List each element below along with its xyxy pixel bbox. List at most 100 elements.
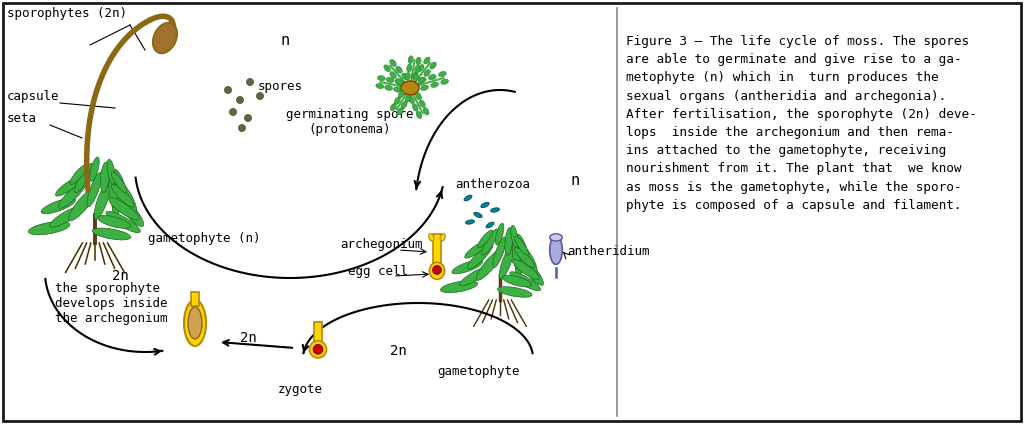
Ellipse shape (109, 175, 118, 208)
Ellipse shape (490, 208, 500, 212)
Ellipse shape (493, 237, 506, 268)
Ellipse shape (397, 108, 403, 115)
Ellipse shape (58, 180, 87, 209)
Ellipse shape (94, 182, 111, 219)
Ellipse shape (498, 287, 532, 297)
Ellipse shape (394, 97, 400, 104)
Text: 2n: 2n (240, 331, 257, 345)
Text: sporophytes (2n): sporophytes (2n) (7, 7, 127, 20)
Bar (191, 292, 199, 306)
Ellipse shape (440, 234, 445, 241)
Ellipse shape (474, 212, 482, 218)
Ellipse shape (477, 230, 493, 248)
Text: egg cell: egg cell (348, 265, 408, 278)
Ellipse shape (55, 177, 81, 196)
Ellipse shape (413, 103, 418, 111)
Ellipse shape (421, 85, 428, 90)
Circle shape (224, 86, 231, 94)
Ellipse shape (70, 165, 87, 184)
Ellipse shape (396, 78, 402, 85)
Ellipse shape (390, 59, 396, 66)
Ellipse shape (378, 75, 385, 81)
Ellipse shape (416, 111, 422, 119)
Ellipse shape (117, 181, 136, 212)
Ellipse shape (420, 100, 425, 108)
Ellipse shape (69, 186, 98, 221)
Ellipse shape (418, 77, 424, 84)
Ellipse shape (418, 64, 424, 72)
Ellipse shape (398, 91, 404, 98)
Ellipse shape (516, 234, 528, 260)
Ellipse shape (112, 184, 134, 207)
Ellipse shape (486, 222, 494, 228)
Ellipse shape (416, 57, 421, 65)
Ellipse shape (415, 65, 420, 73)
Ellipse shape (97, 215, 130, 228)
Ellipse shape (481, 202, 489, 208)
Ellipse shape (482, 229, 498, 255)
Text: n: n (281, 33, 290, 48)
Ellipse shape (423, 108, 429, 115)
Ellipse shape (512, 239, 520, 269)
Ellipse shape (412, 72, 418, 79)
Circle shape (229, 109, 237, 115)
Circle shape (239, 125, 246, 131)
Ellipse shape (406, 73, 411, 80)
Bar (314, 322, 322, 355)
Ellipse shape (550, 234, 562, 241)
Ellipse shape (401, 73, 409, 80)
Ellipse shape (503, 275, 531, 287)
Text: archegonium: archegonium (340, 238, 423, 251)
Ellipse shape (466, 220, 474, 224)
Ellipse shape (395, 79, 403, 84)
Ellipse shape (401, 101, 408, 109)
Ellipse shape (452, 260, 482, 274)
Ellipse shape (424, 57, 430, 64)
Ellipse shape (429, 262, 444, 279)
Ellipse shape (376, 84, 384, 89)
Ellipse shape (87, 172, 101, 206)
Ellipse shape (50, 206, 84, 227)
Ellipse shape (505, 228, 513, 255)
Text: gametophyte (n): gametophyte (n) (148, 232, 260, 245)
Ellipse shape (109, 198, 139, 220)
Ellipse shape (440, 79, 449, 84)
Text: the sporophyte
develops inside
the archegonium: the sporophyte develops inside the arche… (55, 282, 168, 325)
Ellipse shape (100, 162, 110, 192)
Ellipse shape (75, 163, 93, 193)
Ellipse shape (419, 78, 426, 83)
Ellipse shape (431, 82, 438, 87)
Ellipse shape (29, 222, 70, 235)
Text: zygote: zygote (278, 383, 323, 396)
Ellipse shape (401, 81, 419, 95)
Ellipse shape (514, 237, 528, 255)
Text: spores: spores (258, 80, 303, 93)
Circle shape (237, 97, 244, 103)
Ellipse shape (188, 307, 202, 339)
Ellipse shape (385, 85, 392, 90)
Text: germinating spore
(protonema): germinating spore (protonema) (287, 108, 414, 136)
Bar (433, 234, 440, 277)
Ellipse shape (476, 249, 503, 280)
Ellipse shape (465, 241, 487, 258)
Ellipse shape (390, 72, 396, 78)
Ellipse shape (116, 194, 143, 226)
Ellipse shape (428, 75, 436, 80)
Ellipse shape (429, 234, 434, 241)
Ellipse shape (511, 225, 518, 248)
Ellipse shape (409, 96, 415, 103)
Ellipse shape (112, 183, 120, 218)
Ellipse shape (430, 62, 436, 69)
Ellipse shape (112, 172, 127, 193)
Text: 2n: 2n (390, 344, 407, 358)
Circle shape (245, 114, 252, 122)
Ellipse shape (521, 247, 536, 280)
Ellipse shape (424, 70, 430, 76)
Ellipse shape (512, 259, 540, 279)
Ellipse shape (92, 228, 131, 240)
Text: antheridium: antheridium (567, 245, 649, 258)
Text: capsule: capsule (7, 90, 59, 103)
Text: n: n (570, 173, 580, 188)
Ellipse shape (519, 244, 538, 273)
Ellipse shape (416, 92, 422, 100)
